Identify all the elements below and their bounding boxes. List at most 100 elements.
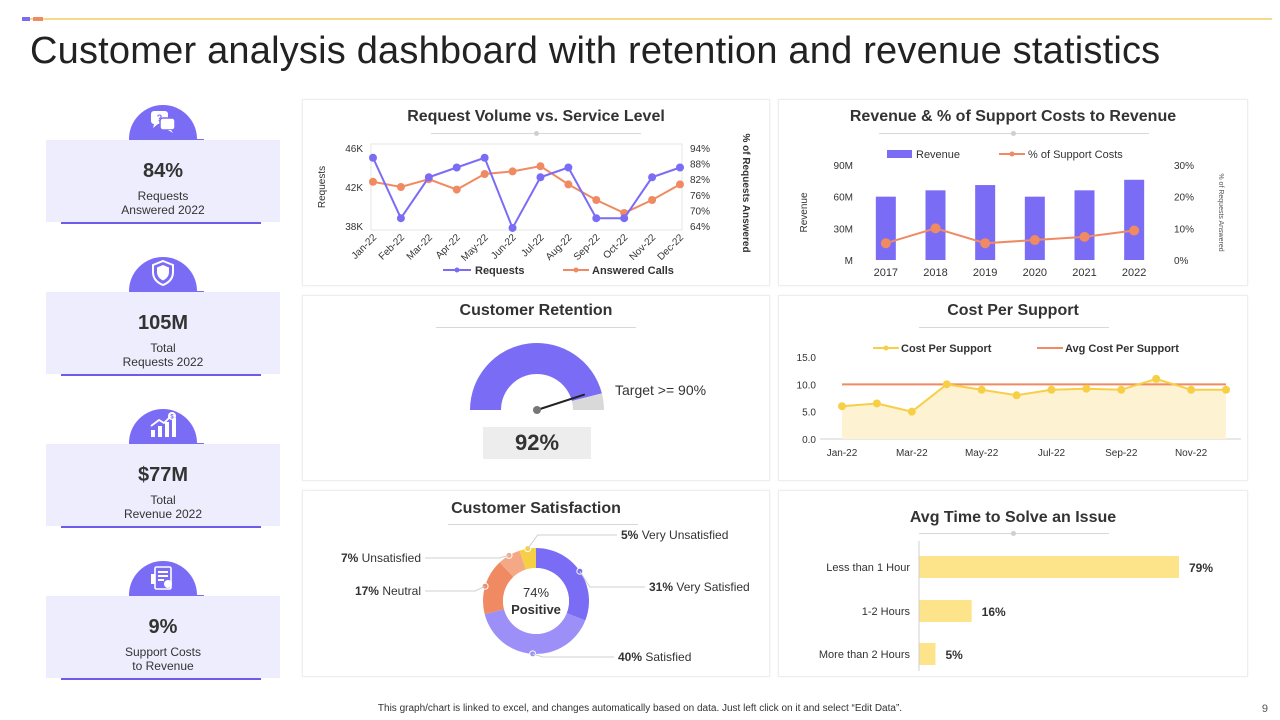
data-point bbox=[676, 163, 684, 172]
data-point bbox=[942, 380, 951, 389]
donut-slice bbox=[536, 548, 589, 621]
gauge-filled-arc bbox=[470, 342, 602, 410]
y-tick-label: 15.0 bbox=[797, 353, 817, 364]
data-point bbox=[564, 163, 573, 172]
slice-leader-dot bbox=[505, 551, 513, 559]
category-label: Less than 1 Hour bbox=[826, 562, 910, 574]
kpi-underline bbox=[61, 526, 261, 528]
cost-area-fill bbox=[842, 378, 1226, 439]
revenue-bar bbox=[875, 196, 896, 260]
x-tick-label: Jul-22 bbox=[1038, 448, 1066, 459]
satisfaction-donut-chart: 31% Very Satisfied 40% Satisfied 17% Neutr… bbox=[341, 528, 750, 664]
data-point bbox=[1187, 385, 1196, 394]
x-tick-label: Sep-22 bbox=[1105, 448, 1138, 459]
x-tick-label: Oct-22 bbox=[601, 232, 630, 261]
data-point bbox=[838, 402, 846, 411]
x-tick-label: Dec-22 bbox=[656, 232, 687, 263]
kpi-underline bbox=[61, 374, 261, 376]
slice-label: 17% Neutral bbox=[355, 584, 421, 598]
data-point bbox=[980, 238, 991, 249]
data-point bbox=[452, 163, 461, 172]
avg-time-bar-chart: Less than 1 Hour 79% 1-2 Hours 16% More than… bbox=[819, 541, 1213, 671]
revenue-bar bbox=[975, 185, 996, 260]
y2-tick-label: 0% bbox=[1174, 256, 1189, 267]
y-axis-label: Requests bbox=[317, 166, 328, 208]
x-tick-label: 2018 bbox=[923, 267, 947, 279]
legend-label: Requests bbox=[475, 265, 525, 277]
slice-label: 5% Very Unsatisfied bbox=[621, 528, 728, 542]
gauge-remaining-arc bbox=[571, 393, 604, 410]
legend-label: Cost Per Support bbox=[901, 343, 992, 355]
title-underline bbox=[919, 327, 1109, 328]
data-point bbox=[907, 407, 916, 416]
legend-swatch-dot bbox=[454, 267, 460, 273]
y-tick-label: 42K bbox=[345, 183, 363, 194]
x-tick-label: Nov-22 bbox=[628, 232, 659, 263]
data-point bbox=[564, 180, 573, 189]
kpi-value: 105M bbox=[137, 312, 189, 334]
top-accent-mark bbox=[33, 17, 43, 21]
footer-note: This graph/chart is linked to excel, and… bbox=[377, 703, 903, 714]
panel-title: Avg Time to Solve an Issue bbox=[909, 509, 1117, 526]
kpi-badge: $ bbox=[129, 409, 197, 443]
legend-swatch-dot bbox=[883, 345, 889, 351]
y-tick-label: 10.0 bbox=[797, 380, 817, 391]
kpi-card: 9% Support Costs to Revenue bbox=[46, 596, 280, 678]
kpi-label: Requests Answered 2022 bbox=[121, 189, 205, 217]
x-tick-label: Jan-22 bbox=[350, 232, 380, 262]
slice-leader-line bbox=[425, 585, 486, 592]
data-point bbox=[396, 183, 405, 191]
y2-tick-label: 20% bbox=[1174, 193, 1194, 204]
top-accent-mark bbox=[22, 17, 30, 21]
kpi-value: 84% bbox=[142, 160, 184, 182]
kpi-badge-line bbox=[129, 595, 204, 596]
legend-label: Revenue bbox=[916, 149, 960, 161]
panel-avg-time: Avg Time to Solve an Issue Less than 1 H… bbox=[778, 490, 1248, 677]
gauge-pivot bbox=[533, 406, 541, 414]
kpi-badge-line bbox=[129, 443, 204, 444]
data-point bbox=[1082, 384, 1091, 393]
title-dot bbox=[534, 131, 539, 136]
series-line-support-costs bbox=[885, 227, 1135, 245]
top-rule bbox=[22, 18, 1272, 20]
avg-time-bar bbox=[919, 556, 1179, 578]
revenue-chart: 90M 60M 30M M 30% 20% 10% 0% Revenue % of Request… bbox=[799, 149, 1224, 279]
panel-customer-satisfaction: Customer Satisfaction 31% Very Satisfied… bbox=[302, 490, 770, 677]
data-point bbox=[369, 153, 377, 162]
revenue-bar bbox=[1074, 190, 1095, 260]
y-tick-label: 38K bbox=[345, 222, 363, 233]
data-point bbox=[452, 185, 461, 194]
avg-time-bar bbox=[919, 643, 936, 665]
data-point bbox=[1117, 385, 1126, 394]
series-line-cost bbox=[841, 377, 1226, 413]
data-point bbox=[369, 177, 377, 186]
slice-leader-line bbox=[527, 534, 617, 549]
slice-label: 7% Unsatisfied bbox=[341, 551, 421, 565]
series-line-requests bbox=[372, 156, 681, 231]
data-point bbox=[536, 173, 545, 182]
data-point bbox=[1079, 231, 1090, 242]
request-volume-chart: 46K 42K 38K 94% 88% 82% 76% 70% 64% Requests % of … bbox=[317, 133, 751, 277]
x-tick-label: Apr-22 bbox=[434, 232, 463, 261]
data-point bbox=[648, 196, 657, 204]
category-label: More than 2 Hours bbox=[819, 649, 911, 661]
kpi-card: $77M Total Revenue 2022 bbox=[46, 444, 280, 526]
panel-title: Request Volume vs. Service Level bbox=[407, 108, 665, 125]
slice-label: 31% Very Satisfied bbox=[649, 580, 750, 594]
data-point bbox=[676, 180, 684, 189]
data-point bbox=[880, 238, 891, 249]
panel-title: Customer Retention bbox=[459, 302, 613, 319]
kpi-label: Total Revenue 2022 bbox=[123, 493, 203, 521]
donut-hole bbox=[503, 568, 569, 634]
data-point bbox=[930, 223, 941, 234]
legend-label: Avg Cost Per Support bbox=[1065, 343, 1179, 355]
data-point bbox=[1152, 374, 1161, 383]
panel-cost-per-support: Cost Per Support 15.0 10.0 5.0 0.0 Jan-22 Mar… bbox=[778, 295, 1248, 481]
data-point bbox=[1012, 391, 1021, 400]
revenue-bar bbox=[1124, 179, 1145, 260]
svg-text:$: $ bbox=[170, 415, 174, 421]
x-tick-label: 2019 bbox=[973, 267, 997, 279]
x-tick-label: May-22 bbox=[965, 448, 999, 459]
panel-customer-retention: Customer Retention 92% Target >= 90% bbox=[302, 295, 770, 481]
legend-swatch bbox=[887, 150, 912, 158]
